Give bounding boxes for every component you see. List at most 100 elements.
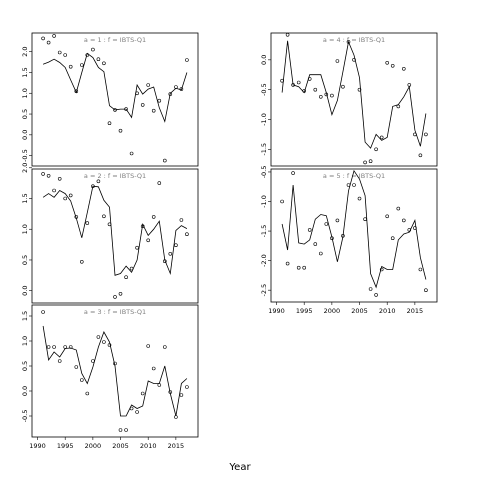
panel-label: a = 5 : f = IBTS-Q1 [323,172,385,180]
data-point [41,36,45,41]
y-tick-label: -1.5 [260,225,268,238]
data-point [157,181,162,185]
x-tick-label: 2010 [379,307,396,315]
data-point [168,390,173,394]
data-point [96,335,101,339]
data-point [107,121,112,125]
panel-frame [31,304,199,438]
panel-frame [31,32,199,167]
data-point [113,295,117,299]
data-point [346,183,351,187]
data-point [157,383,162,387]
data-point [280,78,284,83]
data-point [146,83,150,87]
data-point [368,159,373,163]
x-tick-label: 2000 [324,307,341,315]
y-tick-label: 1.0 [21,88,29,98]
data-point [285,261,290,266]
y-tick-label: 0.0 [21,286,29,296]
data-point [357,87,362,92]
panel-5: a = 5 : f = IBTS-Q1 -2.5 -2.0 -1.5 -1.0 -0.5 1… [260,166,438,315]
data-point [307,77,312,81]
data-point [407,83,412,87]
data-point [52,188,56,193]
y-tick-label: 1.0 [21,224,29,234]
data-point [401,218,406,223]
data-point [330,93,334,98]
panel-label: a = 4 : f = IBTS-Q1 [323,36,385,44]
y-tick-label: 0.5 [21,255,29,265]
y-tick-label: -1.0 [260,113,268,126]
x-tick-label: 2010 [140,442,157,450]
data-point [80,63,84,67]
x-tick-label: 2015 [168,442,185,450]
chart-panels: a = 1 : f = IBTS-Q1-0.50.00.51.01.52.0a … [21,32,438,450]
data-point [374,293,378,297]
y-tick-label: 0.0 [21,386,29,396]
data-point [57,50,62,55]
data-point [46,40,51,45]
data-point [135,91,139,96]
data-point [102,214,106,219]
data-point [41,172,45,176]
fit-line [42,185,188,276]
data-point [68,64,73,69]
data-point [113,108,117,112]
data-point [185,58,189,62]
x-tick-label: 1990 [29,442,46,450]
x-axis-title: Year [228,462,251,473]
data-point [118,291,123,296]
fit-line [281,169,427,289]
data-point [363,160,367,165]
data-point [346,40,351,44]
data-point [163,158,167,163]
data-point [296,80,301,85]
data-point [335,59,340,63]
data-point [418,153,423,158]
data-point [135,245,139,250]
y-tick-label: 0.0 [21,130,29,140]
x-tick-label: 1995 [296,307,313,315]
data-point [118,128,123,133]
data-point [91,184,95,188]
data-point [63,196,67,201]
data-point [151,366,156,371]
data-point [102,61,106,66]
data-point [407,228,412,232]
data-point [41,310,45,314]
panel-label: a = 2 : f = IBTS-Q1 [84,172,146,180]
data-point [280,199,284,204]
data-point [129,151,134,156]
y-tick-label: -1.0 [260,195,268,208]
data-point [118,428,123,432]
data-point [401,67,406,71]
data-point [113,361,117,366]
data-point [129,266,134,271]
y-tick-label: 1.5 [21,193,29,203]
data-point [307,228,312,232]
data-point [385,214,390,219]
x-tick-label: 2000 [85,442,102,450]
panel-frame [270,32,438,167]
y-tick-label: -0.5 [260,83,268,96]
data-point [341,234,345,238]
y-tick-label: 1.5 [21,67,29,77]
data-point [146,344,150,348]
data-point [146,238,150,243]
data-point [318,95,323,99]
data-point [168,252,173,256]
data-point [379,135,384,140]
data-point [85,53,90,57]
y-tick-label: -2.0 [260,254,268,267]
data-point [52,345,56,349]
data-point [341,84,345,89]
data-point [57,359,62,363]
y-tick-label: -1.5 [260,143,268,156]
data-point [324,222,329,226]
data-point [291,83,295,87]
data-point [157,98,162,103]
data-point [63,53,67,57]
data-point [74,215,79,219]
y-tick-label: 1.5 [21,311,29,321]
